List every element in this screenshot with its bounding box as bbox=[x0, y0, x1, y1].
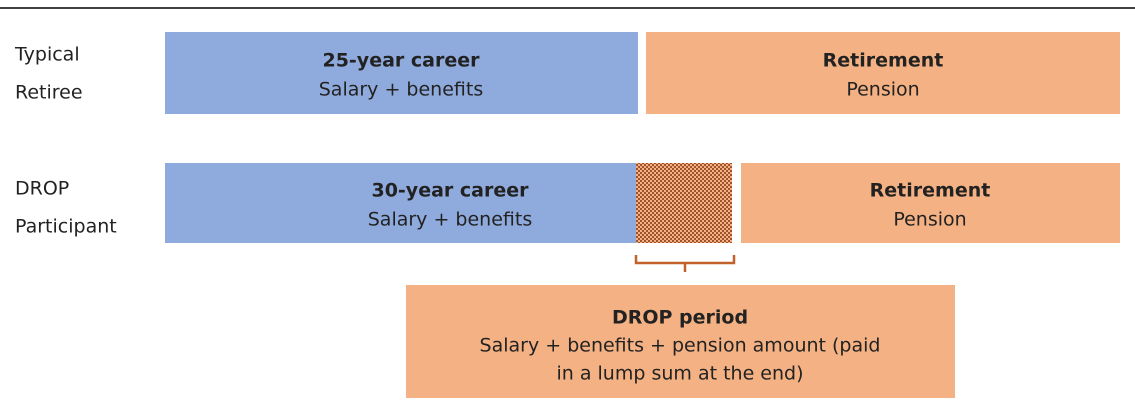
row-label: DROP bbox=[15, 178, 69, 200]
career-box bbox=[165, 32, 638, 114]
row-label: Participant bbox=[15, 216, 117, 238]
retirement-box bbox=[646, 32, 1120, 114]
drop-period-line: in a lump sum at the end) bbox=[556, 363, 803, 385]
row-label: Typical bbox=[14, 44, 80, 66]
drop-period-box bbox=[406, 285, 955, 398]
career-subtitle: Salary + benefits bbox=[368, 209, 532, 231]
drop-period-line: Salary + benefits + pension amount (paid bbox=[480, 335, 881, 357]
career-subtitle: Salary + benefits bbox=[319, 79, 483, 101]
career-title: 30-year career bbox=[371, 180, 529, 202]
retirement-subtitle: Pension bbox=[893, 209, 966, 231]
drop-period-title: DROP period bbox=[612, 307, 748, 329]
row-label: Retiree bbox=[15, 82, 83, 104]
career-box bbox=[165, 163, 636, 243]
retirement-title: Retirement bbox=[870, 180, 991, 202]
retirement-box bbox=[741, 163, 1120, 243]
career-title: 25-year career bbox=[322, 50, 480, 72]
bracket bbox=[634, 255, 736, 272]
retirement-title: Retirement bbox=[823, 50, 944, 72]
drop-overlap bbox=[636, 163, 732, 243]
retirement-subtitle: Pension bbox=[846, 79, 919, 101]
